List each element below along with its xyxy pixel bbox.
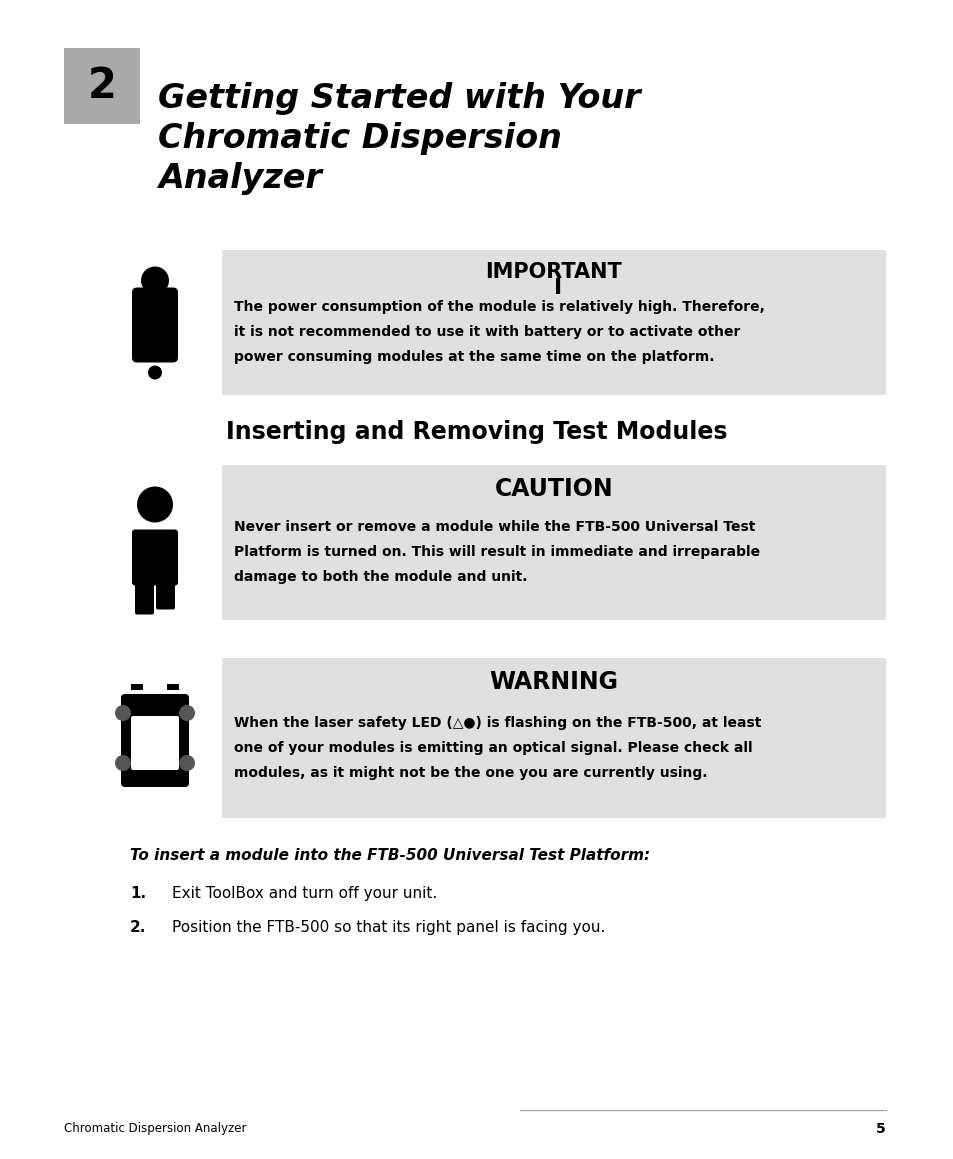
Circle shape — [141, 267, 169, 294]
Text: 1.: 1. — [130, 885, 146, 901]
Text: Position the FTB-500 so that its right panel is facing you.: Position the FTB-500 so that its right p… — [172, 920, 605, 935]
Text: When the laser safety LED (△●) is flashing on the FTB-500, at least: When the laser safety LED (△●) is flashi… — [233, 716, 760, 730]
Circle shape — [148, 365, 162, 379]
Bar — [167, 684, 179, 690]
Text: The power consumption of the module is relatively high. Therefore,: The power consumption of the module is r… — [233, 300, 764, 314]
Text: Chromatic Dispersion Analyzer: Chromatic Dispersion Analyzer — [64, 1122, 246, 1135]
Text: modules, as it might not be the one you are currently using.: modules, as it might not be the one you … — [233, 766, 707, 780]
Circle shape — [115, 705, 131, 721]
FancyBboxPatch shape — [132, 287, 178, 363]
FancyBboxPatch shape — [135, 576, 153, 614]
FancyBboxPatch shape — [143, 734, 167, 741]
Text: Never insert or remove a module while the FTB-500 Universal Test: Never insert or remove a module while th… — [233, 520, 755, 534]
Text: damage to both the module and unit.: damage to both the module and unit. — [233, 570, 527, 584]
FancyBboxPatch shape — [132, 530, 178, 585]
Text: power consuming modules at the same time on the platform.: power consuming modules at the same time… — [233, 350, 714, 364]
Text: Chromatic Dispersion: Chromatic Dispersion — [158, 122, 561, 155]
Circle shape — [179, 705, 194, 721]
Text: 5: 5 — [876, 1122, 885, 1136]
FancyBboxPatch shape — [156, 576, 174, 610]
Circle shape — [179, 755, 194, 771]
Text: To insert a module into the FTB-500 Universal Test Platform:: To insert a module into the FTB-500 Univ… — [130, 848, 649, 863]
Text: 2.: 2. — [130, 920, 146, 935]
Text: it is not recommended to use it with battery or to activate other: it is not recommended to use it with bat… — [233, 325, 740, 338]
Text: Getting Started with Your: Getting Started with Your — [158, 82, 640, 115]
Circle shape — [137, 487, 172, 523]
Bar — [222, 658, 885, 818]
Text: CAUTION: CAUTION — [495, 478, 613, 501]
FancyBboxPatch shape — [151, 724, 159, 751]
Text: I: I — [554, 278, 561, 298]
Bar — [131, 684, 143, 690]
Text: Analyzer: Analyzer — [158, 162, 321, 195]
Circle shape — [115, 755, 131, 771]
Bar — [222, 250, 885, 395]
Text: 2: 2 — [88, 65, 116, 107]
Text: Inserting and Removing Test Modules: Inserting and Removing Test Modules — [226, 420, 727, 444]
FancyBboxPatch shape — [131, 716, 179, 770]
FancyBboxPatch shape — [121, 694, 189, 787]
Bar — [64, 48, 140, 124]
Text: one of your modules is emitting an optical signal. Please check all: one of your modules is emitting an optic… — [233, 741, 752, 755]
Text: IMPORTANT: IMPORTANT — [485, 262, 621, 282]
Text: Exit ToolBox and turn off your unit.: Exit ToolBox and turn off your unit. — [172, 885, 436, 901]
Bar — [222, 465, 885, 620]
Text: Platform is turned on. This will result in immediate and irreparable: Platform is turned on. This will result … — [233, 545, 760, 559]
Text: WARNING: WARNING — [489, 670, 618, 694]
